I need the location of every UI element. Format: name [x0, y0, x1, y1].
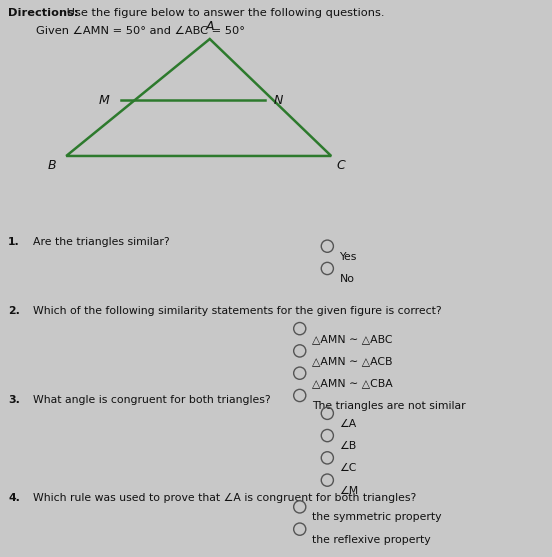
Text: B: B: [48, 159, 57, 173]
Text: M: M: [98, 94, 109, 107]
Text: Yes: Yes: [339, 252, 357, 262]
Text: N: N: [274, 94, 283, 107]
Text: Directions:: Directions:: [8, 8, 79, 18]
Text: ∠C: ∠C: [339, 463, 357, 473]
Text: What angle is congruent for both triangles?: What angle is congruent for both triangl…: [33, 395, 270, 405]
Text: △AMN ∼ △ACB: △AMN ∼ △ACB: [312, 356, 392, 367]
Text: 1.: 1.: [8, 237, 20, 247]
Text: No: No: [339, 274, 354, 284]
Text: 3.: 3.: [8, 395, 20, 405]
Text: 4.: 4.: [8, 493, 20, 503]
Text: the symmetric property: the symmetric property: [312, 512, 442, 522]
Text: A: A: [205, 20, 214, 33]
Text: The triangles are not similar: The triangles are not similar: [312, 401, 465, 411]
Text: ∠M: ∠M: [339, 486, 359, 496]
Text: △AMN ∼ △ABC: △AMN ∼ △ABC: [312, 334, 392, 344]
Text: ∠B: ∠B: [339, 441, 357, 451]
Text: Given ∠AMN = 50° and ∠ABC = 50°: Given ∠AMN = 50° and ∠ABC = 50°: [36, 26, 245, 36]
Text: 2.: 2.: [8, 306, 20, 316]
Text: Which rule was used to prove that ∠A is congruent for both triangles?: Which rule was used to prove that ∠A is …: [33, 493, 416, 503]
Text: C: C: [337, 159, 346, 173]
Text: △AMN ∼ △CBA: △AMN ∼ △CBA: [312, 379, 392, 389]
Text: Use the figure below to answer the following questions.: Use the figure below to answer the follo…: [63, 8, 385, 18]
Text: Are the triangles similar?: Are the triangles similar?: [33, 237, 170, 247]
Text: ∠A: ∠A: [339, 419, 357, 429]
Text: Which of the following similarity statements for the given figure is correct?: Which of the following similarity statem…: [33, 306, 442, 316]
Text: the reflexive property: the reflexive property: [312, 535, 431, 545]
